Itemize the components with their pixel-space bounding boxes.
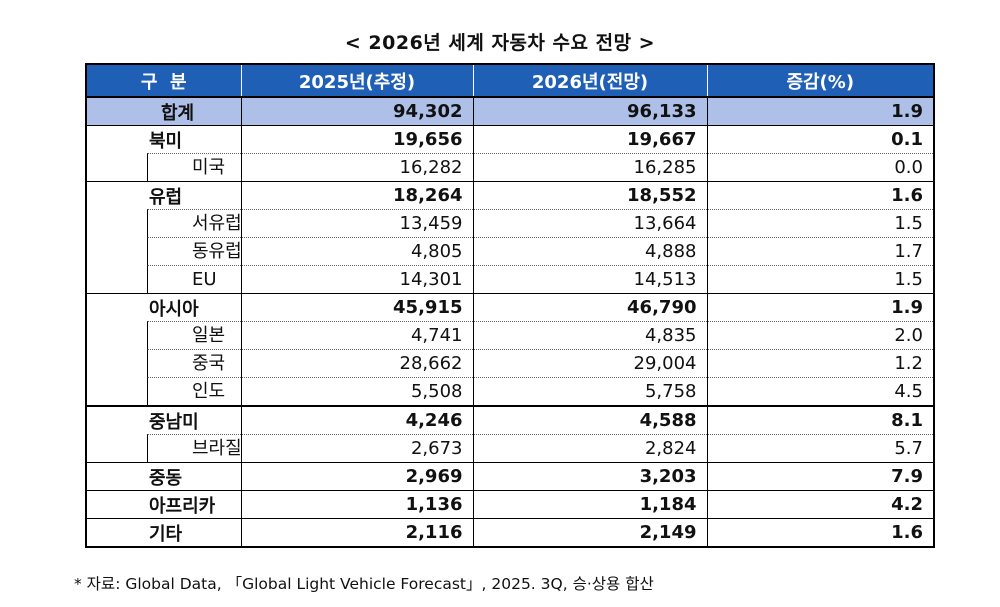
change-percent: 1.2 <box>706 349 935 378</box>
value-2026: 5,758 <box>472 377 708 406</box>
sub-region-label: 브라질 <box>147 433 242 462</box>
change-percent: 4.2 <box>706 490 935 519</box>
value-2026: 19,667 <box>472 125 708 154</box>
value-2025: 1,136 <box>240 490 474 519</box>
table-row: EU 14,301 14,513 1.5 <box>85 264 935 294</box>
header-2026: 2026년(전망) <box>472 63 708 98</box>
value-2025: 28,662 <box>240 349 474 378</box>
header-2025: 2025년(추정) <box>240 63 474 98</box>
value-2026: 16,285 <box>472 153 708 182</box>
row-label: 아프리카 <box>85 490 242 519</box>
sub-region-label: 서유럽 <box>147 208 242 238</box>
table-row: 중동 2,969 3,203 7.9 <box>85 462 935 491</box>
row-label: 아시아 <box>85 293 242 322</box>
row-label: 서유럽 <box>85 208 242 238</box>
value-2026: 29,004 <box>472 349 708 378</box>
value-2026: 2,824 <box>472 434 708 463</box>
row-label: 기타 <box>85 518 242 548</box>
change-percent: 4.5 <box>706 377 935 406</box>
change-percent: 1.5 <box>706 209 935 238</box>
row-label: EU <box>85 264 242 294</box>
table-row: 동유럽 4,805 4,888 1.7 <box>85 236 935 266</box>
value-2025: 2,116 <box>240 518 474 548</box>
change-percent: 1.6 <box>706 181 935 210</box>
sub-region-label: 인도 <box>147 376 241 405</box>
row-label: 중동 <box>85 462 242 491</box>
value-2025: 4,246 <box>240 405 474 435</box>
header-category: 구 분 <box>85 63 242 98</box>
row-label: 일본 <box>85 320 242 350</box>
change-percent: 1.6 <box>706 518 935 548</box>
row-label: 중국 <box>85 348 242 378</box>
source-note: * 자료: Global Data, 「Global Light Vehicle… <box>74 575 654 593</box>
table-row: 중국 28,662 29,004 1.2 <box>85 348 935 378</box>
change-percent: 1.5 <box>706 265 935 294</box>
sub-region-label: EU <box>147 264 241 293</box>
sub-region-label: 미국 <box>147 152 241 181</box>
row-label: 유럽 <box>85 181 242 210</box>
value-2026: 2,149 <box>472 518 708 548</box>
change-percent: 1.9 <box>706 293 935 322</box>
value-2025: 45,915 <box>240 293 474 322</box>
table-row: 일본 4,741 4,835 2.0 <box>85 320 935 350</box>
table-row: 서유럽 13,459 13,664 1.5 <box>85 208 935 238</box>
table-header-row: 구 분 2025년(추정) 2026년(전망) 증감(%) <box>85 63 935 98</box>
value-2025: 94,302 <box>240 97 474 126</box>
value-2026: 4,888 <box>472 237 708 266</box>
value-2026: 4,588 <box>472 405 708 435</box>
value-2026: 13,664 <box>472 209 708 238</box>
demand-forecast-table: 구 분 2025년(추정) 2026년(전망) 증감(%) 합계 94,302 96… <box>85 63 935 548</box>
table-row: 유럽 18,264 18,552 1.6 <box>85 181 935 210</box>
change-percent: 0.1 <box>706 125 935 154</box>
value-2025: 5,508 <box>240 377 474 406</box>
table-row: 아프리카 1,136 1,184 4.2 <box>85 490 935 519</box>
table-title: < 2026년 세계 자동차 수요 전망 > <box>344 32 656 54</box>
sub-region-label: 일본 <box>147 320 241 350</box>
change-percent: 8.1 <box>706 405 935 435</box>
table-row: 기타 2,116 2,149 1.6 <box>85 518 935 548</box>
value-2025: 16,282 <box>240 153 474 182</box>
value-2025: 4,805 <box>240 237 474 266</box>
change-percent: 1.9 <box>706 97 935 126</box>
value-2026: 18,552 <box>472 181 708 210</box>
change-percent: 5.7 <box>706 434 935 463</box>
row-label: 브라질 <box>85 433 242 463</box>
change-percent: 1.7 <box>706 237 935 266</box>
header-change: 증감(%) <box>706 63 935 98</box>
table-row: 미국 16,282 16,285 0.0 <box>85 152 935 182</box>
value-2026: 46,790 <box>472 293 708 322</box>
row-label: 동유럽 <box>85 236 242 266</box>
value-2026: 1,184 <box>472 490 708 519</box>
table-row: 아시아 45,915 46,790 1.9 <box>85 293 935 322</box>
value-2026: 3,203 <box>472 462 708 491</box>
value-2026: 96,133 <box>472 97 708 126</box>
value-2026: 14,513 <box>472 265 708 294</box>
value-2025: 19,656 <box>240 125 474 154</box>
value-2025: 2,969 <box>240 462 474 491</box>
table-row: 중남미 4,246 4,588 8.1 <box>85 405 935 435</box>
table-row: 인도 5,508 5,758 4.5 <box>85 376 935 406</box>
table-row: 북미 19,656 19,667 0.1 <box>85 125 935 154</box>
row-label: 인도 <box>85 376 242 406</box>
value-2025: 18,264 <box>240 181 474 210</box>
table-row: 브라질 2,673 2,824 5.7 <box>85 433 935 463</box>
value-2025: 2,673 <box>240 434 474 463</box>
row-label: 합계 <box>85 97 242 126</box>
sub-region-label: 동유럽 <box>147 236 242 266</box>
value-2025: 14,301 <box>240 265 474 294</box>
value-2026: 4,835 <box>472 321 708 350</box>
change-percent: 7.9 <box>706 462 935 491</box>
sub-region-label: 중국 <box>147 348 241 378</box>
value-2025: 4,741 <box>240 321 474 350</box>
row-label: 중남미 <box>85 405 242 435</box>
change-percent: 2.0 <box>706 321 935 350</box>
change-percent: 0.0 <box>706 153 935 182</box>
table-row: 합계 94,302 96,133 1.9 <box>85 97 935 126</box>
value-2025: 13,459 <box>240 209 474 238</box>
row-label: 미국 <box>85 152 242 182</box>
row-label: 북미 <box>85 125 242 154</box>
